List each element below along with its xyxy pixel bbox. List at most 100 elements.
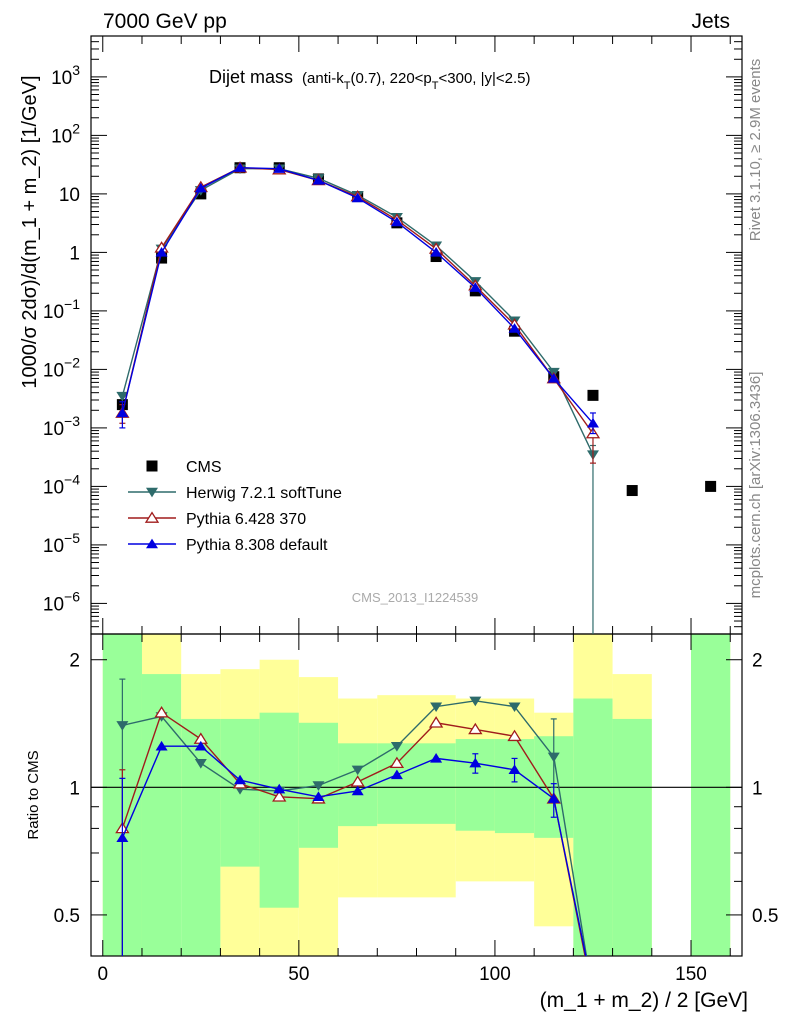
main-cms-point-13 — [626, 485, 638, 497]
legend-marker-pythia6 — [144, 511, 160, 523]
main-ytick-label-6: 10−3 — [43, 413, 80, 440]
main-herwig-point-0 — [116, 391, 129, 402]
ratio-pythia8-point-6 — [351, 785, 364, 796]
main-ytick-label-3: 1 — [69, 243, 80, 264]
main-pythia8-point-4 — [273, 163, 286, 173]
ratio-xtick-label-1: 50 — [288, 964, 309, 985]
header-right: Jets — [691, 10, 730, 33]
band-green-9 — [455, 739, 495, 831]
ratio-pythia6-point-7 — [389, 756, 405, 769]
ratio-pythia8-point-3 — [234, 774, 247, 785]
ratio-herwig-point-5 — [312, 781, 325, 791]
main-ytick-label-5: 10−2 — [43, 354, 80, 381]
legend: CMS Herwig 7.2.1 softTune Pythia 6.428 370… — [128, 459, 342, 554]
main-pythia8-point-12 — [586, 417, 599, 428]
ratio-pythia6-point-1 — [154, 706, 169, 718]
main-pythia8-point-9 — [469, 282, 482, 292]
ratio-xtick-label-0: 0 — [97, 964, 108, 985]
ratio-herwig-point-10 — [508, 702, 521, 713]
main-cms-point-1 — [156, 252, 168, 264]
legend-marker-pythia8 — [146, 538, 158, 549]
main-herwig-line — [121, 168, 594, 455]
main-pythia8-point-5 — [312, 175, 325, 185]
main-cms-point-12 — [587, 389, 599, 401]
ratio-xtick-label-3: 150 — [675, 964, 707, 985]
ratio-herwig-point-9 — [469, 696, 482, 707]
ratio-uncertainty-bands — [102, 634, 731, 956]
legend-label-pythia6: Pythia 6.428 370 — [186, 511, 306, 528]
band-green-13 — [612, 718, 652, 956]
ratio-pythia8-point-1 — [155, 740, 168, 751]
ratio-ytick-label-left-1: 1 — [69, 778, 80, 799]
ratio-pythia8-point-2 — [194, 740, 207, 751]
main-title-detail: (anti-kT(0.7), 220<pT<300, |y|<2.5) — [302, 70, 531, 92]
ratio-herwig-point-6 — [351, 765, 364, 776]
main-ytick-label-9: 10−6 — [43, 588, 80, 615]
main-ytick-label-7: 10−4 — [43, 471, 80, 498]
band-green-4 — [259, 712, 299, 908]
ratio-panel-axes: 0 50 100 150 0.5 0.5 1 1 2 2 — [54, 633, 778, 985]
ratio-herwig-point-11 — [547, 752, 560, 763]
legend-label-pythia8: Pythia 8.308 default — [186, 537, 328, 554]
main-pythia8-point-1 — [155, 246, 168, 257]
main-ytick-label-2: 10 — [59, 185, 80, 206]
main-ytick-label-1: 102 — [51, 120, 80, 147]
rivet-label: Rivet 3.1.10, ≥ 2.9M events — [747, 59, 764, 242]
ratio-herwig-point-2 — [194, 759, 207, 769]
main-ytick-label-0: 103 — [51, 62, 80, 89]
ratio-pythia8-point-5 — [312, 791, 325, 801]
ratio-pythia8-point-4 — [273, 783, 286, 794]
main-pythia8-point-2 — [194, 182, 207, 193]
ratio-ytick-label-right-1: 1 — [752, 778, 763, 799]
ratio-pythia8-point-7 — [390, 769, 403, 780]
legend-label-cms: CMS — [186, 459, 222, 476]
band-green-2 — [181, 718, 221, 956]
main-pythia8-point-0 — [116, 407, 129, 418]
ratio-pythia8-point-0 — [116, 832, 129, 843]
ratio-ytick-label-right-2: 2 — [752, 651, 763, 672]
main-y-axis-label: 1000/σ 2dσ)/d(m_1 + m_2) [1/GeV] — [19, 75, 41, 388]
band-green-14 — [691, 634, 731, 956]
header-left: 7000 GeV pp — [103, 10, 227, 33]
ratio-panel-series — [115, 678, 588, 956]
main-ytick-label-8: 10−5 — [43, 530, 80, 557]
main-pythia8-point-11 — [547, 373, 560, 383]
band-green-10 — [494, 739, 535, 834]
main-pythia8-line — [121, 166, 594, 424]
ratio-xtick-label-2: 100 — [479, 964, 511, 985]
main-pythia8-point-3 — [234, 162, 247, 172]
ratio-pythia6-point-8 — [428, 716, 444, 728]
main-pythia8-point-8 — [430, 246, 443, 257]
ratio-ytick-label-right-0: 0.5 — [752, 906, 778, 927]
ratio-pythia8-point-9 — [469, 757, 482, 768]
legend-marker-cms — [146, 460, 158, 472]
ratio-ytick-label-left-0: 0.5 — [54, 906, 80, 927]
watermark: CMS_2013_I1224539 — [352, 590, 479, 605]
ratio-pythia6-point-10 — [507, 729, 522, 742]
legend-marker-herwig — [146, 487, 158, 498]
band-green-12 — [573, 698, 613, 956]
main-pythia8-point-6 — [351, 192, 364, 203]
band-green-7 — [377, 743, 417, 824]
main-pythia8-point-10 — [508, 323, 521, 333]
main-cms-point-14 — [705, 480, 717, 492]
ratio-pythia8-point-11 — [547, 793, 560, 803]
ratio-pythia8-point-8 — [430, 753, 443, 763]
ratio-pythia6-point-4 — [272, 790, 287, 802]
main-title-text: Dijet mass — [209, 67, 293, 87]
main-pythia8-point-7 — [390, 216, 403, 227]
main-ytick-label-4: 10−1 — [43, 296, 80, 323]
ratio-herwig-point-7 — [390, 742, 403, 752]
ratio-pythia6-point-9 — [468, 722, 483, 735]
ratio-ytick-label-left-2: 2 — [69, 651, 80, 672]
mcplots-label: mcplots.cern.ch [arXiv:1306.3436] — [747, 372, 764, 599]
ratio-y-axis-label: Ratio to CMS — [25, 750, 42, 839]
main-pythia6-line — [121, 166, 594, 435]
main-title: Dijet mass (anti-kT(0.7), 220<pT<300, |y… — [209, 67, 531, 92]
ratio-herwig-point-0 — [116, 721, 129, 731]
legend-label-herwig: Herwig 7.2.1 softTune — [186, 485, 342, 502]
ratio-pythia8-point-10 — [508, 764, 521, 774]
main-panel-series — [115, 161, 717, 634]
ratio-herwig-point-8 — [430, 702, 443, 713]
